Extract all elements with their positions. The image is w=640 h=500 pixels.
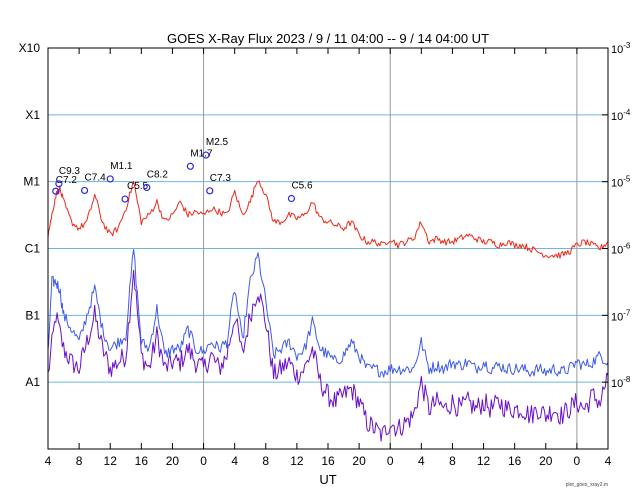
y-right-mantissa-5: 10: [611, 44, 623, 56]
flare-marker-0: [52, 187, 60, 195]
flare-marker-3: [106, 175, 114, 183]
flare-marker-6: [186, 162, 194, 170]
flare-marker-5: [143, 183, 151, 192]
x-tick-label-16: 20: [539, 454, 553, 468]
x-tick-label-8: 12: [290, 454, 304, 468]
x-tick-label-13: 8: [449, 454, 456, 468]
chart-title: GOES X-Ray Flux 2023 / 9 / 11 04:00 -- 9…: [167, 31, 489, 46]
x-tick-label-17: 0: [574, 454, 581, 468]
flare-annotations: C7.2C9.3 C7.4M1.1 C5.5C8.2 M1.7M2.5 C7.3 C5.6: [52, 137, 313, 203]
y-right-label-2: 10-6: [611, 242, 631, 257]
x-axis-label: UT: [319, 472, 336, 487]
flare-label-6: M1.7: [190, 148, 213, 159]
flare-label-7: M2.5: [206, 137, 229, 148]
y-left-label-0: A1: [25, 375, 40, 389]
flare-label-1: C9.3: [59, 166, 81, 177]
x-tick-label-15: 16: [508, 454, 522, 468]
x-tick-label-1: 8: [76, 454, 83, 468]
y-axis-left-labels: A1 B1 C1 M1 X1 X10: [19, 41, 41, 389]
x-tick-label-5: 0: [200, 454, 207, 468]
flare-label-2: C7.4: [85, 172, 107, 183]
series-line-1: [47, 249, 609, 378]
flare-label-4: C5.5: [127, 181, 149, 192]
y-right-mantissa-1: 10: [611, 311, 623, 323]
y-right-exponent-1: -7: [623, 308, 631, 317]
flare-marker-1: [55, 180, 63, 188]
flare-marker-2: [80, 186, 89, 195]
y-right-label-1: 10-7: [611, 308, 631, 323]
x-tick-label-7: 8: [262, 454, 269, 468]
y-right-mantissa-2: 10: [611, 245, 623, 257]
y-left-label-4: X1: [25, 108, 40, 122]
y-right-label-3: 10-5: [611, 175, 631, 190]
y-right-label-5: 10-3: [611, 41, 631, 56]
y-right-mantissa-4: 10: [611, 111, 623, 123]
x-tick-label-10: 20: [352, 454, 366, 468]
y-right-exponent-3: -5: [623, 175, 631, 184]
flare-marker-4: [121, 195, 129, 203]
y-right-exponent-5: -3: [623, 41, 631, 50]
y-left-label-2: C1: [25, 242, 41, 256]
x-tick-label-4: 20: [166, 454, 180, 468]
x-tick-label-18: 4: [605, 454, 612, 468]
x-tick-label-0: 4: [45, 454, 52, 468]
flare-label-3: M1.1: [110, 161, 133, 172]
x-tick-label-2: 12: [104, 454, 118, 468]
x-tick-label-14: 12: [477, 454, 491, 468]
x-tick-label-9: 16: [321, 454, 335, 468]
y-axis-right-labels: 10-810-710-610-510-410-3: [602, 41, 631, 390]
y-right-exponent-0: -8: [623, 375, 631, 384]
series-line-0: [47, 180, 609, 259]
x-tick-label-12: 4: [418, 454, 425, 468]
y-right-label-4: 10-4: [611, 108, 631, 123]
flare-label-8: C7.3: [210, 173, 232, 184]
x-axis-ticks: 4 8 12 16 20 0 4 8 12 16 20 0 4 8 12 16 20 0 4: [45, 48, 612, 468]
x-tick-label-11: 0: [387, 454, 394, 468]
flare-label-9: C5.6: [291, 181, 313, 192]
y-right-mantissa-0: 10: [611, 378, 623, 390]
y-left-label-5: X10: [19, 41, 41, 55]
y-right-exponent-2: -6: [623, 242, 631, 251]
y-right-exponent-4: -4: [623, 108, 631, 117]
y-right-mantissa-3: 10: [611, 178, 623, 190]
x-tick-label-6: 4: [231, 454, 238, 468]
credit-label: plot_goes_xray2.m: [566, 482, 608, 488]
flare-label-5: C8.2: [147, 169, 169, 180]
y-right-label-0: 10-8: [611, 375, 631, 390]
flare-marker-8: [206, 187, 214, 195]
day-boundary-lines: [203, 48, 578, 449]
y-left-label-1: B1: [25, 308, 40, 322]
flare-marker-7: [202, 151, 210, 159]
series-layer: [47, 180, 609, 442]
series-line-2: [47, 269, 609, 442]
y-left-label-3: M1: [23, 175, 40, 189]
flare-label-0: C7.2: [56, 175, 78, 186]
gridlines: [48, 114, 608, 383]
x-tick-label-3: 16: [135, 454, 149, 468]
flare-marker-9: [287, 194, 296, 203]
